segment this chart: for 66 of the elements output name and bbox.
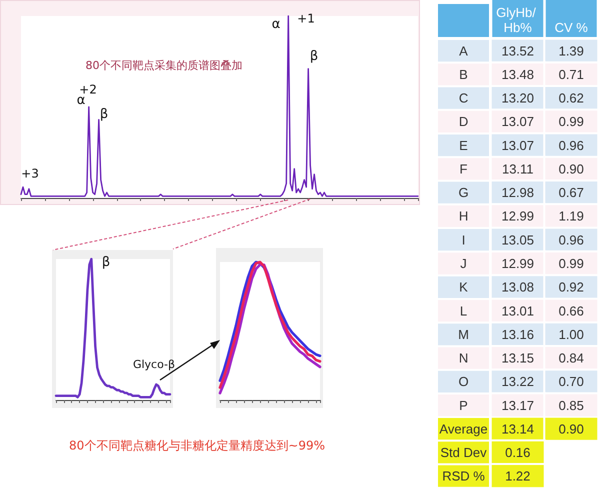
data-label: 13.11: [502, 161, 534, 176]
data-label: 13.07: [501, 138, 534, 153]
data-label: 13.20: [501, 90, 534, 106]
data-label: 0.70: [558, 374, 584, 390]
y-tick-label: H: [458, 208, 468, 224]
data-label: 13.05: [501, 232, 534, 248]
y-tick-label: Average: [439, 421, 488, 436]
data-label: 13.48: [501, 66, 534, 82]
y-tick-label: M: [458, 326, 469, 342]
data-label: 13.07: [501, 114, 534, 130]
data-label: 13.15: [501, 350, 534, 366]
annotation: Glyco-β: [132, 358, 176, 372]
y-tick-label: G: [458, 185, 469, 200]
data-label: 0.99: [558, 114, 584, 130]
y-tick-label: P: [459, 398, 468, 413]
y-tick-label: A: [459, 43, 468, 58]
y-tick-label: K: [459, 280, 468, 295]
data-label: 13.17: [501, 398, 534, 413]
data-label: 0.62: [558, 90, 584, 106]
annotation: β: [102, 254, 110, 270]
data-label: 13.01: [501, 303, 534, 318]
x-tick-label: CV %: [554, 20, 588, 35]
data-label: 0.71: [558, 66, 584, 82]
y-tick-label: F: [460, 161, 468, 176]
data-label: 0.92: [558, 280, 584, 295]
data-label: 12.99: [501, 256, 534, 271]
annotation: +3: [21, 166, 39, 181]
data-label: 13.16: [501, 326, 534, 342]
annotation: β: [310, 48, 318, 64]
data-label: 0.66: [558, 303, 584, 318]
y-tick-label: N: [458, 350, 468, 366]
data-label: 13.14: [501, 421, 534, 436]
data-label: 1.19: [558, 208, 584, 224]
data-label: 0.85: [558, 398, 584, 413]
y-tick-label: D: [458, 114, 468, 130]
data-label: 1.39: [558, 43, 584, 58]
y-tick-label: RSD %: [442, 468, 486, 484]
data-label: 1.00: [558, 326, 584, 342]
data-label: 1.22: [505, 468, 530, 484]
data-label: 13.52: [501, 43, 534, 58]
y-tick-label: C: [458, 90, 468, 106]
annotation: +1: [297, 11, 315, 26]
data-label: 12.98: [501, 185, 534, 200]
y-tick-label: Std Dev: [440, 445, 488, 460]
data-label: 0.84: [558, 350, 584, 366]
data-label: 0.16: [505, 445, 530, 460]
text: 80个不同靶点糖化与非糖化定量精度达到~99%: [69, 438, 325, 453]
annotation: β: [100, 106, 108, 122]
data-label: 0.96: [558, 138, 584, 153]
y-tick-label: L: [460, 303, 468, 318]
data-label: 0.67: [558, 185, 584, 200]
y-tick-label: O: [458, 374, 469, 390]
y-tick-label: I: [462, 232, 466, 248]
data-label: 0.96: [558, 232, 584, 248]
annotation: α: [272, 16, 280, 32]
data-label: 0.90: [558, 421, 584, 436]
data-label: 0.90: [558, 161, 584, 176]
text: 80个不同靶点采集的质谱图叠加: [86, 58, 242, 72]
data-label: 0.99: [558, 256, 584, 271]
y-tick-label: E: [459, 138, 468, 153]
x-tick-label: GlyHb/ Hb%: [496, 5, 540, 35]
data-label: 13.22: [501, 374, 534, 390]
data-label: 13.08: [501, 280, 534, 295]
y-tick-label: J: [460, 256, 467, 271]
y-tick-label: B: [459, 66, 468, 82]
data-label: 12.99: [501, 208, 534, 224]
